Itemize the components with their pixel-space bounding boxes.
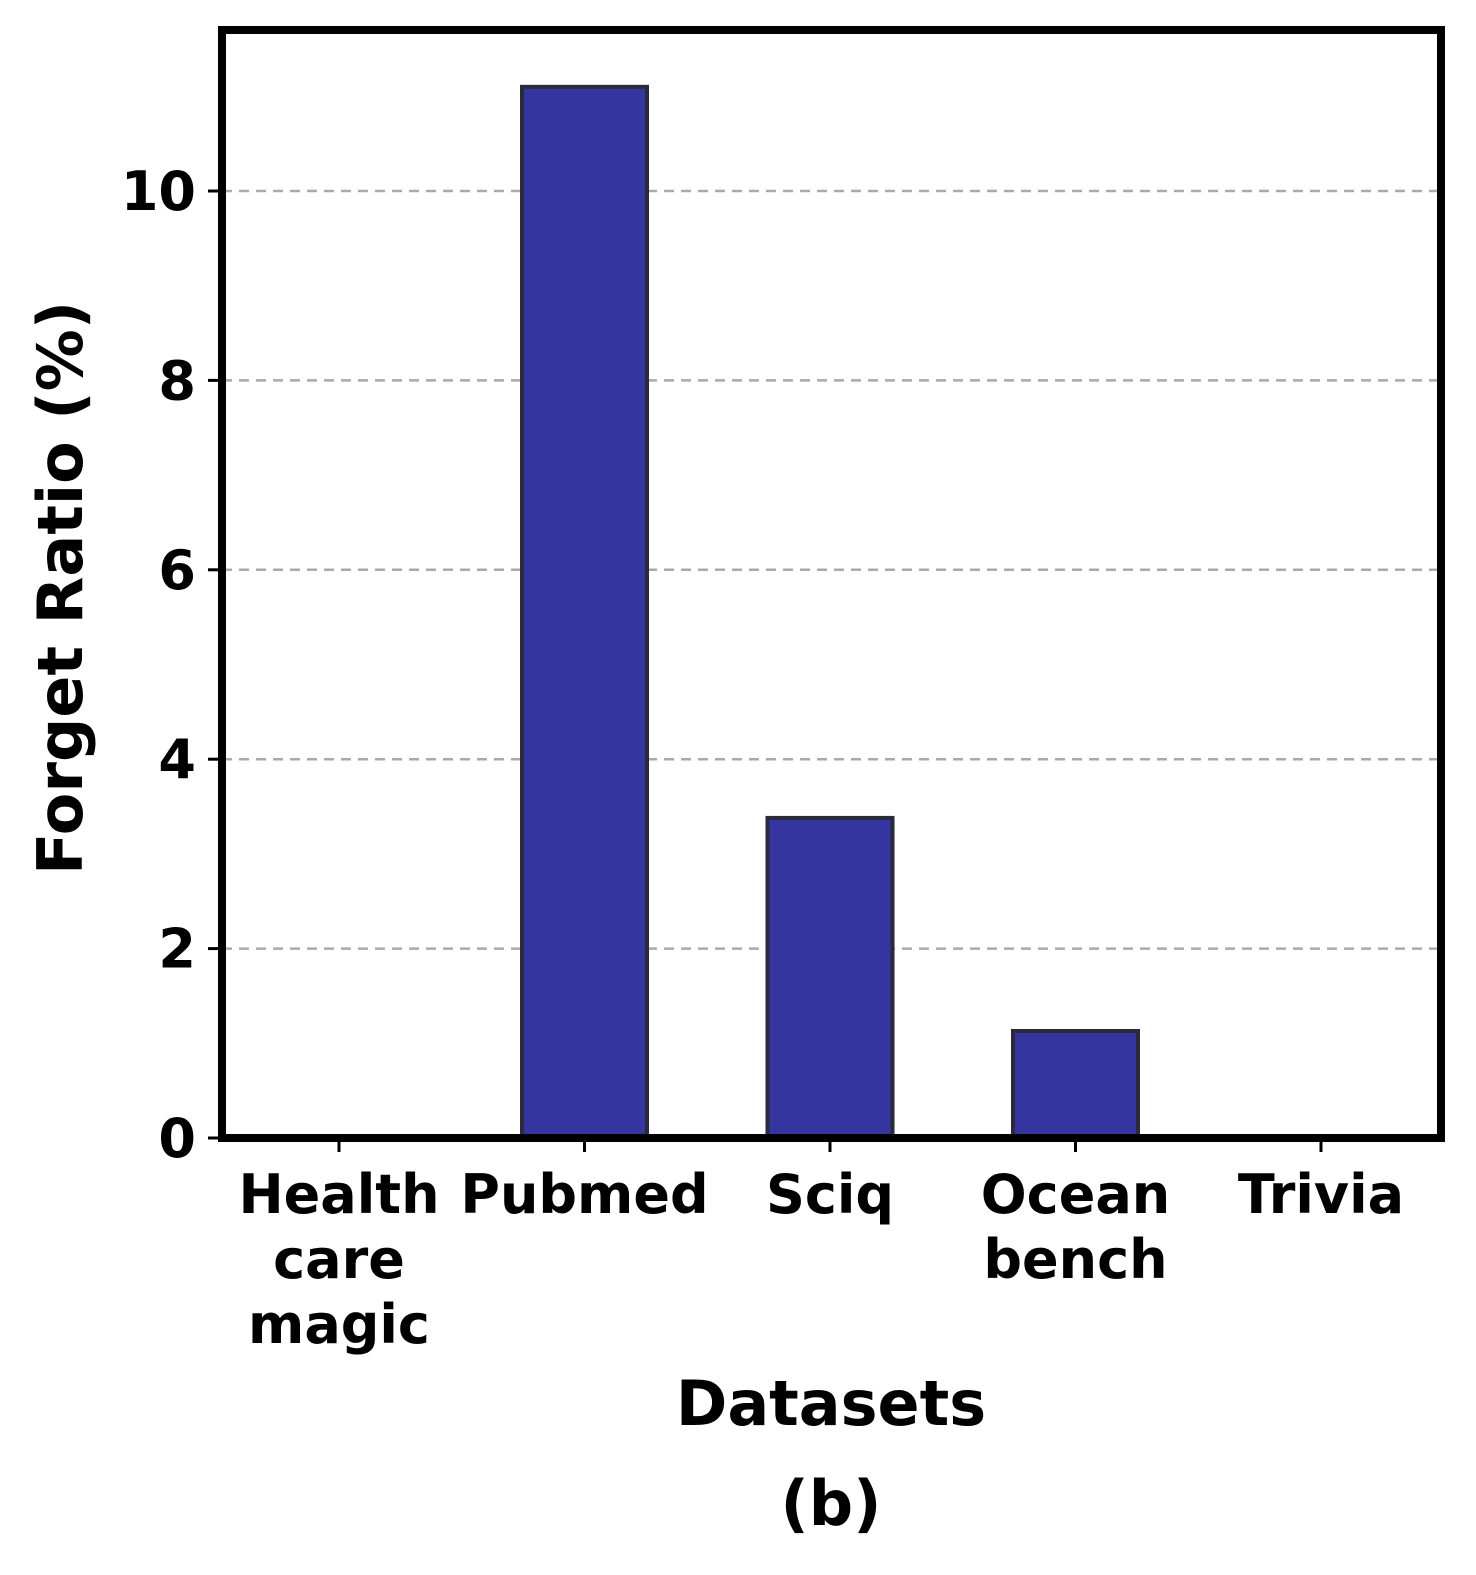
bar — [1011, 1028, 1140, 1140]
y-axis-label: Forget Ratio (%) — [24, 301, 97, 875]
x-tick-label: Ocean bench — [981, 1163, 1170, 1291]
x-tick-label: Sciq — [766, 1163, 894, 1226]
y-tick-label: 4 — [158, 728, 196, 791]
x-tick-label: Health care magic — [238, 1163, 439, 1356]
x-axis-label: Datasets — [676, 1367, 986, 1440]
x-tick-label: Pubmed — [460, 1163, 708, 1226]
figure-caption: (b) — [780, 1467, 881, 1540]
y-axis-ticks: 0 2 4 6 8 10 — [121, 160, 222, 1170]
x-tick-label: Trivia — [1238, 1163, 1404, 1226]
y-tick-label: 0 — [158, 1107, 196, 1170]
y-tick-label: 8 — [158, 349, 196, 412]
bar — [765, 815, 895, 1141]
y-tick-label: 10 — [121, 160, 196, 223]
bar — [520, 84, 649, 1140]
y-tick-label: 2 — [158, 918, 196, 981]
bars — [520, 84, 1140, 1141]
y-tick-label: 6 — [158, 539, 196, 602]
x-axis-ticks: Health care magic Pubmed Sciq Ocean bench Trivi… — [238, 1138, 1404, 1356]
